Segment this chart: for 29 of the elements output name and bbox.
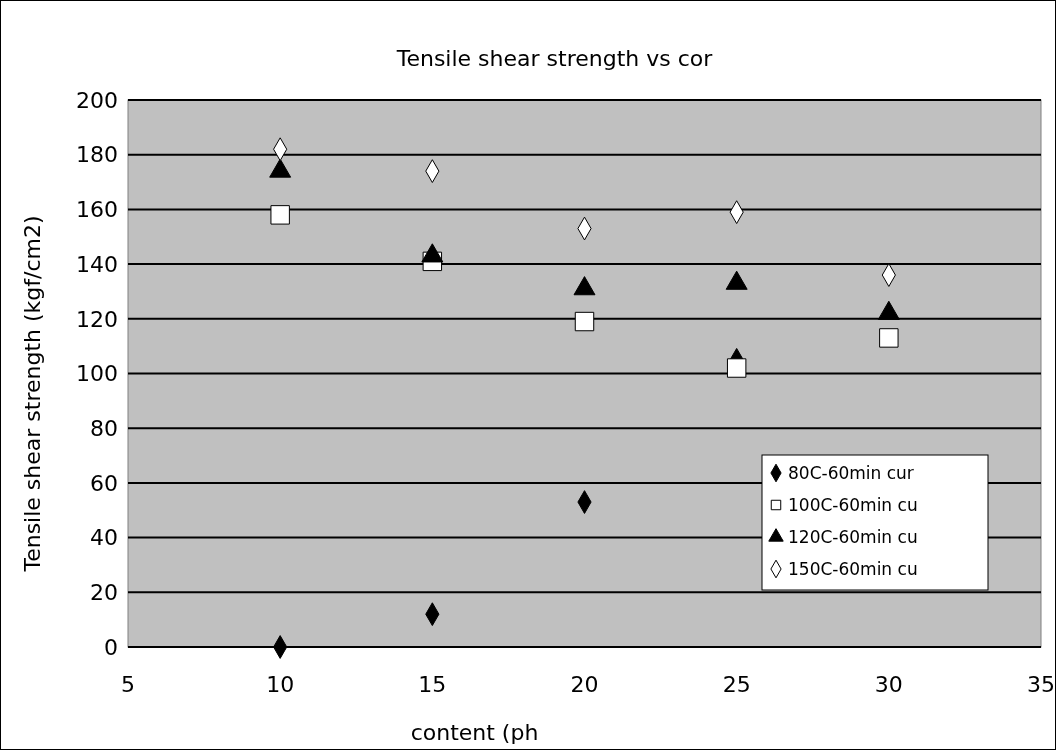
legend-label: 120C-60min cu: [788, 526, 918, 547]
point: [726, 358, 747, 378]
y-tick-label: 140: [76, 251, 118, 277]
y-tick-label: 0: [104, 634, 118, 660]
chart-title: Tensile shear strength vs cor: [395, 46, 714, 71]
y-axis-title: Tensile shear strength (kgf/cm2): [20, 215, 45, 573]
x-tick-label: 20: [570, 672, 599, 697]
point: [574, 311, 595, 332]
x-tick-label: 35: [1027, 672, 1055, 697]
point: [879, 328, 899, 348]
y-tick-label: 180: [76, 142, 118, 168]
x-axis-title: content (ph: [410, 720, 539, 745]
y-tick-label: 120: [76, 306, 118, 332]
point: [270, 205, 290, 225]
y-tick-label: 60: [90, 470, 118, 496]
y-tick-label: 100: [76, 361, 118, 387]
legend-label: 80C-60min cur: [788, 462, 914, 483]
x-tick-label: 15: [418, 672, 447, 697]
x-tick-label: 25: [722, 672, 751, 697]
x-tick-label: 5: [121, 672, 135, 697]
y-tick-label: 20: [90, 580, 118, 605]
y-tick-label: 40: [90, 525, 118, 551]
x-tick-label: 30: [874, 672, 903, 697]
y-tick-label: 80: [90, 415, 118, 441]
x-tick-label: 10: [266, 672, 295, 697]
y-tick-label: 160: [76, 197, 118, 223]
legend-label: 150C-60min cu: [788, 558, 918, 579]
legend-label: 100C-60min cu: [788, 494, 918, 515]
y-tick-label: 200: [76, 87, 118, 113]
